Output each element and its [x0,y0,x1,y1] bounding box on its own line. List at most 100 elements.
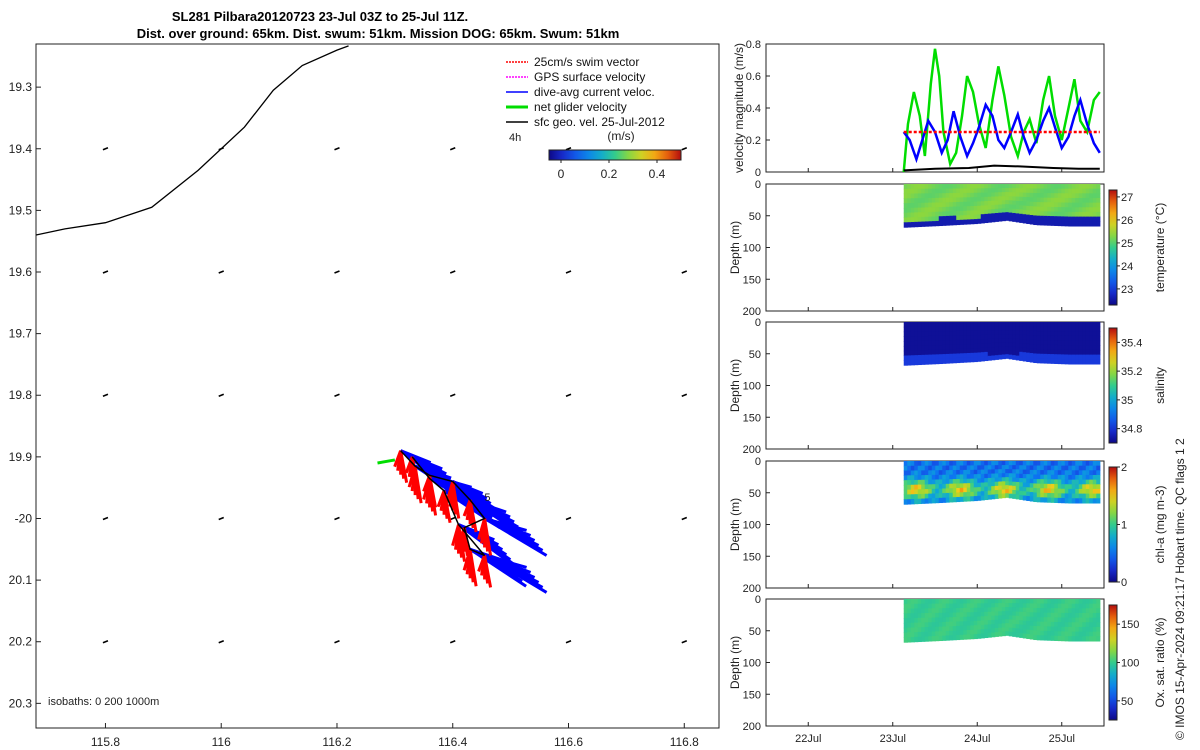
title-line-1: SL281 Pilbara20120723 23-Jul 03Z to 25-J… [172,9,468,24]
section-data-cell [1064,354,1069,360]
section-data-cell [987,351,992,357]
section-data-cell [1043,349,1048,355]
geo-velocity-vector [565,393,572,397]
geo-velocity-vector [102,516,109,521]
section-data-cell [1096,617,1101,623]
section-data-cell [991,192,996,198]
section-data-cell [959,630,964,636]
section-data-cell [1015,603,1020,609]
section-data-cell [984,486,989,492]
section-data-cell [1026,465,1031,471]
section-data-cell [910,494,915,500]
section-data-cell [994,481,999,487]
section-data-cell [1082,474,1087,481]
section-data-cell [907,627,912,633]
section-data-cell [935,358,940,365]
section-data-cell [1092,612,1097,619]
section-data-cell [970,491,975,497]
section-data-cell [966,192,971,198]
section-data-cell [1082,345,1087,351]
section-data-cell [1008,350,1013,356]
section-data-cell [935,322,940,328]
section-data-cell [991,494,996,500]
section-data-cell [1015,200,1020,206]
section-data-cell [1085,188,1090,194]
net-glider-velocity-arrow [377,458,396,465]
section-data-cell [1036,220,1041,226]
section-data-cell [1089,354,1094,360]
section-data-cell [1068,188,1073,194]
section-data-cell [1033,184,1038,190]
section-data-cell [1001,611,1006,616]
section-data-cell [1078,188,1083,194]
section-data-cell [1001,216,1006,222]
section-data-cell [945,608,950,614]
section-data-cell [952,612,957,618]
section-data-cell [903,350,908,357]
section-data-cell [1001,354,1006,360]
section-data-cell [924,221,929,227]
section-data-cell [914,475,919,481]
section-data-cell [1029,634,1034,640]
section-data-cell [1040,322,1045,328]
section-data-cell [998,188,1003,193]
section-data-cell [903,637,908,643]
section-data-cell [928,331,933,337]
section-data-cell [914,603,919,610]
section-data-cell [938,207,943,213]
section-data-cell [966,492,971,498]
section-data-cell [1050,349,1055,355]
section-data-cell [1001,208,1006,214]
section-data-cell [991,473,996,479]
section-data-cell [956,607,961,614]
section-data-cell [970,206,975,212]
section-data-cell [1047,617,1052,623]
section-data-cell [970,474,975,480]
section-colorbar-tick-label: 100 [1121,658,1139,670]
section-data-cell [1029,344,1034,350]
section-data-cell [963,357,968,363]
section-data-cell [980,461,985,466]
section-data-cell [1012,322,1017,327]
section-data-cell [966,487,971,493]
section-data-cell [1050,188,1055,194]
section-data-cell [1015,482,1020,487]
section-data-cell [945,211,950,217]
section-data-cell [956,625,961,632]
section-data-cell [938,479,943,485]
section-colorbar-tick-label: 35.4 [1121,337,1142,349]
section-data-cell [1015,334,1020,340]
section-data-cell [1050,335,1055,341]
section-data-cell [1064,626,1069,633]
section-data-cell [1008,461,1013,466]
section-data-cell [1008,334,1013,339]
section-data-cell [1029,607,1034,613]
section-data-cell [952,621,957,627]
section-data-cell [984,201,989,206]
section-data-cell [935,622,940,628]
section-data-cell [1075,221,1080,227]
section-data-cell [1026,599,1031,604]
section-data-cell [1061,599,1066,605]
section-data-cell [963,326,968,332]
section-data-cell [942,349,947,355]
section-data-cell [928,202,933,208]
section-data-cell [1001,196,1006,201]
section-data-cell [1012,346,1017,352]
section-data-cell [1012,485,1017,491]
section-data-cell [1005,350,1010,355]
section-data-cell [1061,470,1066,476]
section-data-cell [1012,477,1017,483]
section-data-cell [945,358,950,364]
section-data-cell [1085,345,1090,351]
section-data-cell [1043,335,1048,341]
section-data-cell [945,492,950,499]
section-data-cell [903,331,908,337]
section-data-cell [1064,493,1069,499]
section-data-cell [1012,632,1017,637]
section-data-cell [1026,188,1031,194]
section-data-cell [1064,349,1069,356]
section-data-cell [1033,197,1038,203]
section-data-cell [931,479,936,485]
section-data-cell [1029,348,1034,354]
